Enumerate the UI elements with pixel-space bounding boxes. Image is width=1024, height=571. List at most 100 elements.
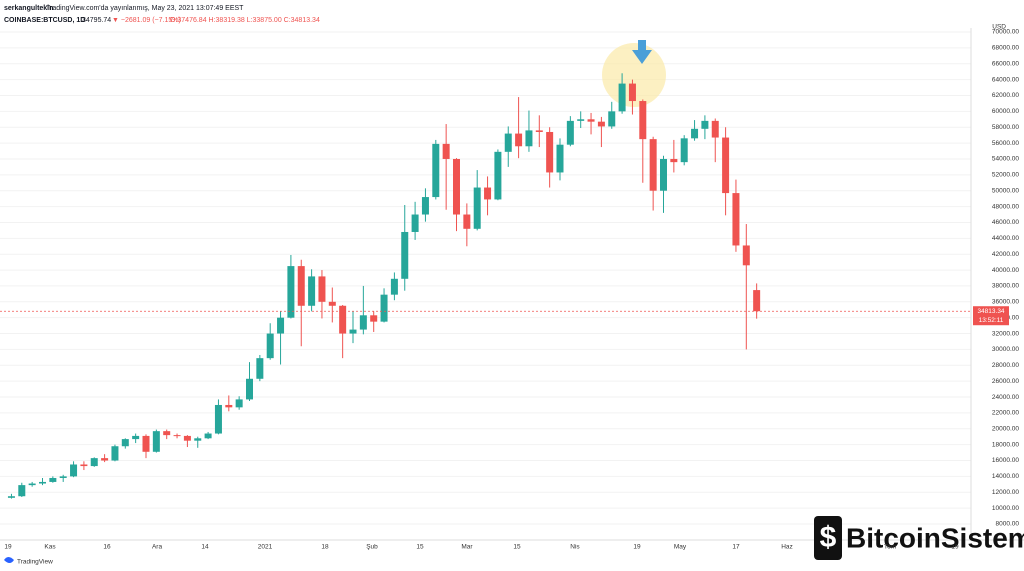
y-tick-label: 10000.00	[992, 505, 1019, 512]
last-price-label: 34813.34	[977, 308, 1004, 315]
y-tick-label: 32000.00	[992, 330, 1019, 337]
candle-body	[70, 464, 78, 477]
y-tick-label: 42000.00	[992, 251, 1019, 258]
candle-body	[246, 378, 253, 400]
y-tick-label: 8000.00	[996, 521, 1020, 528]
candle-body	[390, 278, 398, 295]
y-tick-label: 12000.00	[992, 489, 1019, 496]
candle-body	[515, 133, 523, 147]
x-tick-label: Mar	[461, 544, 473, 551]
y-tick-label: 26000.00	[992, 378, 1019, 385]
candle-body	[90, 458, 98, 467]
x-tick-label: Haz	[781, 544, 793, 551]
candle-body	[349, 329, 357, 334]
candle-body	[49, 477, 57, 482]
y-tick-label: 44000.00	[992, 235, 1019, 242]
author: serkangultekin	[4, 5, 53, 12]
y-tick-label: 70000.00	[992, 29, 1019, 36]
last-value: 34795.74	[82, 17, 111, 24]
candle-body	[204, 433, 212, 439]
y-tick-label: 20000.00	[992, 425, 1019, 432]
candle-body	[18, 485, 26, 497]
candle-body	[484, 187, 492, 200]
candle-body	[691, 128, 699, 139]
axis-unit: USD	[992, 24, 1006, 31]
candle-body	[722, 137, 730, 194]
x-tick-label: Kas	[44, 544, 56, 551]
y-tick-label: 54000.00	[992, 156, 1019, 163]
candle-body	[339, 305, 347, 334]
x-tick-label: 19	[633, 544, 641, 551]
candle-body	[421, 197, 429, 215]
candle-body	[535, 130, 543, 132]
x-tick-label: 19	[951, 544, 959, 551]
candle-body	[525, 130, 533, 147]
candle-body	[453, 158, 460, 215]
y-tick-label: 56000.00	[992, 140, 1019, 147]
countdown-label: 13:52:11	[979, 317, 1004, 324]
candle-body	[473, 187, 481, 229]
y-tick-label: 66000.00	[992, 60, 1019, 67]
candle-body	[556, 144, 564, 173]
candle-body	[132, 435, 140, 440]
candle-body	[277, 317, 285, 334]
candle-body	[380, 294, 388, 322]
candle-body	[660, 158, 667, 191]
candle-body	[111, 446, 119, 461]
candle-body	[173, 435, 181, 437]
y-tick-label: 14000.00	[992, 473, 1019, 480]
watermark-logo: $	[814, 516, 842, 560]
candle-body	[566, 120, 574, 145]
candle-body	[628, 83, 636, 102]
candle-body	[266, 333, 274, 359]
candle-body	[401, 231, 409, 279]
symbol: COINBASE:BTCUSD, 1D	[4, 17, 85, 24]
y-tick-label: 46000.00	[992, 219, 1019, 226]
x-tick-label: 15	[416, 544, 424, 551]
x-tick-label: 16	[103, 544, 111, 551]
y-tick-label: 30000.00	[992, 346, 1019, 353]
y-tick-label: 38000.00	[992, 283, 1019, 290]
candle-body	[183, 435, 191, 441]
candle-body	[370, 315, 378, 322]
x-tick-label: Nis	[570, 544, 580, 551]
candle-body	[639, 101, 647, 140]
candle-body	[577, 119, 585, 121]
y-tick-label: 62000.00	[992, 92, 1019, 99]
x-tick-label: 2021	[258, 544, 273, 551]
candle-body	[297, 266, 305, 306]
x-tick-label: 19	[4, 544, 12, 551]
candle-body	[359, 315, 367, 330]
y-tick-label: 50000.00	[992, 187, 1019, 194]
published: TradingView.com'da yayınlanmış, May 23, …	[46, 5, 244, 12]
candle-body	[711, 120, 719, 138]
candle-body	[546, 131, 554, 173]
y-tick-label: 60000.00	[992, 108, 1019, 115]
candle-body	[504, 133, 512, 152]
candle-body	[214, 404, 222, 434]
candle-body	[80, 464, 88, 467]
down-arrow	[632, 40, 652, 64]
y-tick-label: 36000.00	[992, 299, 1019, 306]
candle-body	[39, 481, 46, 484]
y-tick-label: 40000.00	[992, 267, 1019, 274]
candle-body	[318, 276, 326, 302]
candle-body	[225, 404, 233, 408]
footer: TradingView	[17, 559, 53, 566]
tradingview-logo	[4, 557, 14, 563]
x-tick-label: 17	[732, 544, 740, 551]
svg-text:$: $	[820, 521, 837, 554]
candle-body	[432, 143, 440, 198]
candle-body	[328, 301, 336, 306]
y-tick-label: 28000.00	[992, 362, 1019, 369]
candle-body	[308, 276, 316, 306]
y-tick-label: 58000.00	[992, 124, 1019, 131]
x-tick-label: 15	[513, 544, 521, 551]
candle-body	[235, 399, 243, 408]
candle-body	[121, 439, 129, 447]
x-tick-label: May	[674, 544, 687, 551]
candle-body	[442, 143, 450, 159]
ohlc: O:37476.84 H:38319.38 L:33875.00 C:34813…	[170, 17, 320, 24]
candle-body	[28, 483, 36, 486]
candle-body	[732, 193, 740, 246]
